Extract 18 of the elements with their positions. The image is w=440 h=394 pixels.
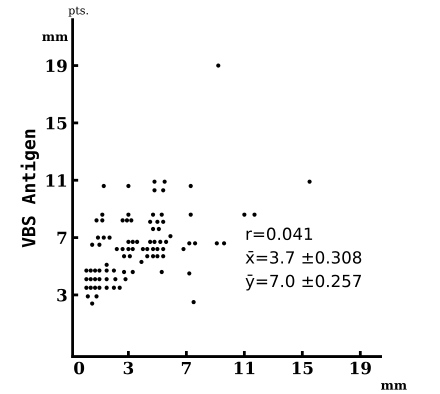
x-axis-title: mm — [381, 382, 407, 390]
annotation: ȳ=7.0 ±0.257 — [246, 274, 361, 291]
y-axis-title: VBS Antigen — [20, 130, 39, 248]
y-tick-label: 11 — [46, 174, 66, 187]
x-tick-label: 7 — [182, 362, 191, 374]
text: pts. — [68, 6, 88, 17]
x-tick-label: 0 — [74, 362, 84, 374]
x-tick-label: 15 — [292, 362, 313, 374]
annotation: r=0.041 — [246, 228, 312, 240]
x-tick-label: 19 — [350, 362, 371, 374]
y-tick-label: 19 — [46, 60, 67, 72]
text: mm — [42, 34, 68, 42]
y-tick-label: 7 — [57, 232, 66, 244]
x-tick-label: 3 — [124, 362, 134, 374]
x-tick-label: 11 — [234, 362, 254, 374]
annotation: x̄=3.7 ±0.308 — [246, 251, 362, 264]
y-tick-label: 15 — [46, 116, 66, 130]
y-tick-label: 3 — [57, 288, 67, 302]
